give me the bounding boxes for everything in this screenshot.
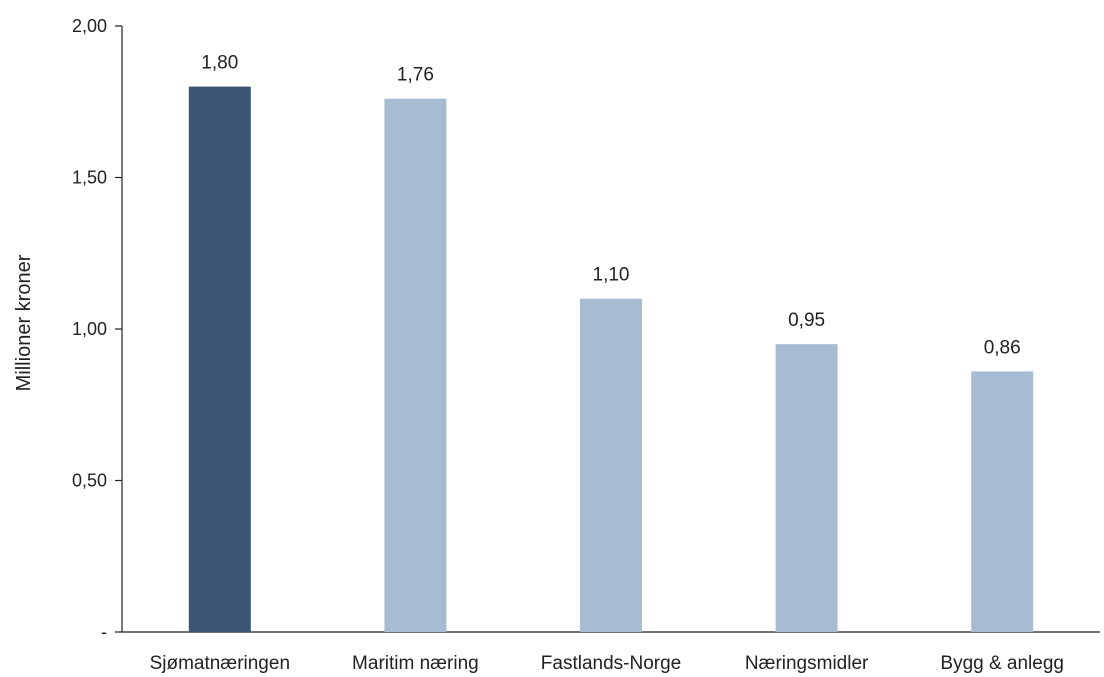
data-label: 1,10 xyxy=(593,265,630,286)
category-label: Fastlands-Norge xyxy=(541,653,681,674)
data-label: 0,95 xyxy=(788,310,825,331)
y-axis: - 0,50 1,00 1,50 2,00 xyxy=(72,16,123,642)
category-label: Bygg & anlegg xyxy=(940,653,1064,674)
y-tick-label: 1,50 xyxy=(72,168,107,188)
data-label: 1,76 xyxy=(397,65,434,86)
category-labels: Sjømatnæringen Maritim næring Fastlands-No… xyxy=(150,653,1064,674)
y-axis-title: Millioner kroner xyxy=(13,254,35,391)
bar xyxy=(775,344,838,632)
data-label: 0,86 xyxy=(984,337,1021,358)
category-label: Maritim næring xyxy=(352,653,479,674)
data-label: 1,80 xyxy=(201,53,238,74)
category-label: Næringsmidler xyxy=(745,653,869,674)
y-tick-label: - xyxy=(101,622,107,642)
bar xyxy=(188,86,251,633)
y-tick-label: 2,00 xyxy=(72,16,107,36)
category-label: Sjømatnæringen xyxy=(150,653,290,674)
y-tick-label: 1,00 xyxy=(72,319,107,339)
bar xyxy=(580,298,642,632)
data-labels: 1,80 1,76 1,10 0,95 0,86 xyxy=(201,53,1020,359)
bar xyxy=(384,98,447,633)
bar xyxy=(971,371,1034,632)
y-tick-label: 0,50 xyxy=(72,471,107,491)
bars xyxy=(188,86,1034,633)
